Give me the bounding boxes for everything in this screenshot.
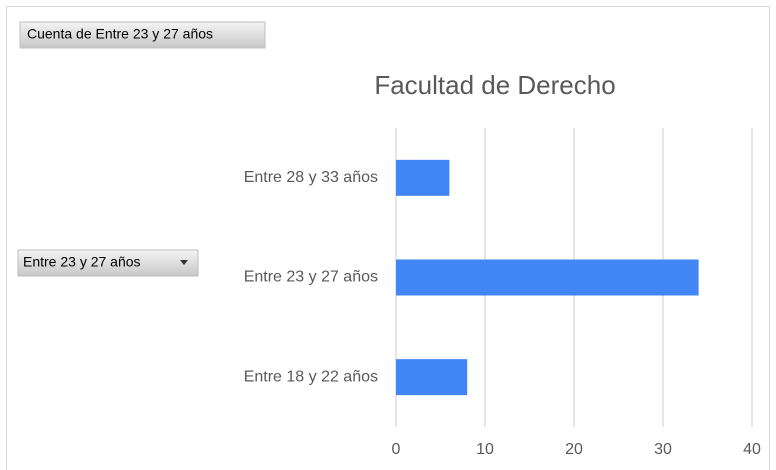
chart-title: Facultad de Derecho [374, 70, 615, 100]
axis-field-button[interactable]: Entre 23 y 27 años [17, 249, 199, 277]
y-tick-label: Entre 23 y 27 años [244, 269, 378, 286]
dropdown-arrow [180, 260, 188, 265]
y-tick-label: Entre 18 y 22 años [244, 368, 378, 385]
value-field-label: Cuenta de Entre 23 y 27 años [27, 26, 213, 42]
axis-field-label: Entre 23 y 27 años [23, 254, 141, 270]
x-tick-label: 30 [654, 441, 672, 458]
chart-border [6, 6, 770, 470]
x-tick-label: 40 [743, 441, 761, 458]
bar [396, 359, 468, 396]
x-tick-label: 20 [565, 441, 583, 458]
bar [396, 159, 450, 196]
value-field-button[interactable]: Cuenta de Entre 23 y 27 años [19, 21, 266, 49]
x-tick-label: 0 [392, 441, 401, 458]
x-tick-label: 10 [476, 441, 494, 458]
bar [396, 259, 699, 296]
y-tick-label: Entre 28 y 33 años [244, 169, 378, 186]
